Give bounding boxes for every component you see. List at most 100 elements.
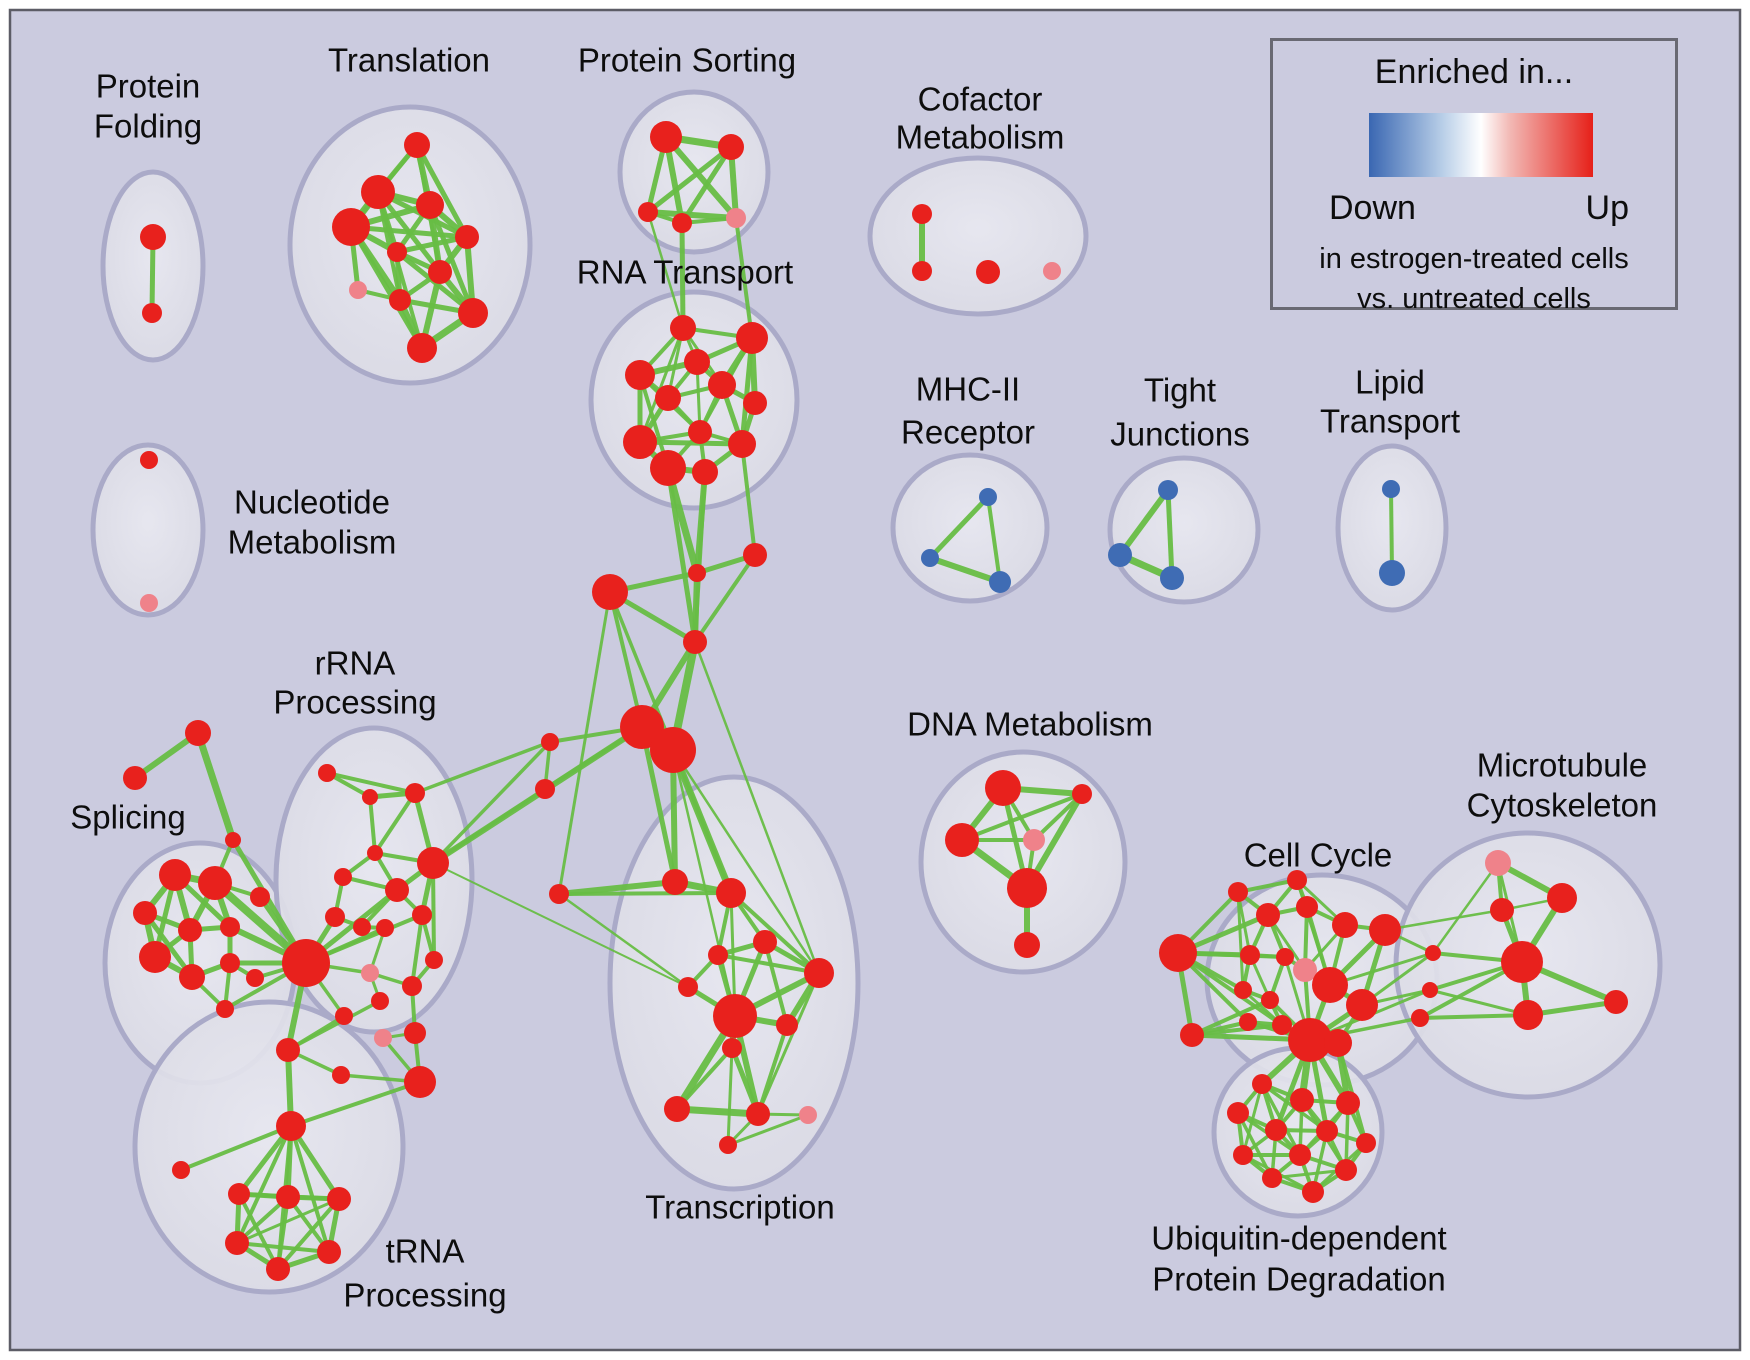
- network-edge-r10-m2[interactable]: [740, 443, 757, 556]
- network-edge-c2-rn6[interactable]: [289, 1125, 331, 1253]
- network-edge-mt9-mt5[interactable]: [1419, 1013, 1529, 1020]
- network-edge-mh1-mh2[interactable]: [928, 495, 990, 560]
- network-edge-td-te[interactable]: [717, 953, 820, 975]
- network-node-pf1[interactable]: [140, 224, 166, 250]
- network-node-cc12[interactable]: [1239, 1013, 1257, 1031]
- network-node-m1[interactable]: [688, 564, 706, 582]
- network-edge-th-tk[interactable]: [756, 1024, 789, 1115]
- network-edge-h2-te[interactable]: [671, 749, 821, 974]
- network-node-st3[interactable]: [225, 832, 241, 848]
- network-node-x5[interactable]: [335, 1007, 353, 1025]
- network-edge-r1-r9[interactable]: [638, 327, 685, 443]
- network-node-t2[interactable]: [361, 175, 395, 209]
- network-node-q1[interactable]: [318, 764, 336, 782]
- network-node-r8[interactable]: [688, 420, 712, 444]
- network-node-t4[interactable]: [332, 208, 370, 246]
- network-node-q2[interactable]: [362, 789, 378, 805]
- network-edge-ti-tt1[interactable]: [675, 1046, 734, 1111]
- network-edge-q5-x2[interactable]: [431, 862, 436, 961]
- network-node-r9[interactable]: [623, 425, 657, 459]
- network-node-c2[interactable]: [276, 1111, 306, 1141]
- network-node-u8[interactable]: [1233, 1145, 1253, 1165]
- network-node-u6[interactable]: [1316, 1120, 1338, 1142]
- network-edge-tj1-tj3[interactable]: [1165, 489, 1175, 579]
- network-node-mt5[interactable]: [1513, 1000, 1543, 1030]
- network-node-cf4[interactable]: [1043, 262, 1061, 280]
- network-node-tm[interactable]: [719, 1136, 737, 1154]
- network-edge-tm-tl[interactable]: [727, 1113, 809, 1147]
- network-node-cc14[interactable]: [1288, 1018, 1332, 1062]
- network-node-rn2[interactable]: [276, 1185, 300, 1209]
- network-node-cc6[interactable]: [1276, 948, 1294, 966]
- network-node-tj3[interactable]: [1160, 566, 1184, 590]
- network-node-t1[interactable]: [404, 132, 430, 158]
- network-node-qp[interactable]: [361, 964, 379, 982]
- network-node-r2[interactable]: [736, 322, 768, 354]
- network-node-x6[interactable]: [332, 1066, 350, 1084]
- network-edge-r9-r10[interactable]: [639, 439, 743, 447]
- network-node-cco2[interactable]: [1180, 1023, 1204, 1047]
- network-node-u12[interactable]: [1302, 1181, 1324, 1203]
- network-node-q6[interactable]: [334, 868, 352, 886]
- network-node-h1[interactable]: [620, 705, 664, 749]
- network-edge-ps5-r2[interactable]: [734, 217, 754, 339]
- network-edge-tt1-tk[interactable]: [676, 1105, 759, 1118]
- network-edge-mh1-mh3[interactable]: [986, 496, 1002, 583]
- network-node-tc[interactable]: [753, 930, 777, 954]
- network-node-t3[interactable]: [416, 191, 444, 219]
- network-node-x1[interactable]: [402, 976, 422, 996]
- network-node-ta[interactable]: [662, 869, 688, 895]
- network-edge-u1-u9[interactable]: [1260, 1083, 1302, 1156]
- network-node-c3[interactable]: [172, 1161, 190, 1179]
- network-node-s5[interactable]: [220, 917, 240, 937]
- network-node-cc4[interactable]: [1369, 914, 1401, 946]
- network-node-r1[interactable]: [670, 315, 696, 341]
- network-node-mt4[interactable]: [1501, 941, 1543, 983]
- network-node-s6[interactable]: [250, 887, 270, 907]
- network-edge-ps3-r1[interactable]: [646, 211, 685, 329]
- network-node-cc17[interactable]: [1287, 870, 1307, 890]
- network-node-t9[interactable]: [389, 289, 411, 311]
- network-node-tf[interactable]: [678, 977, 698, 997]
- network-node-r10[interactable]: [728, 430, 756, 458]
- network-node-r7[interactable]: [743, 391, 767, 415]
- network-node-cco1[interactable]: [1159, 934, 1197, 972]
- network-edge-ps1-ps5[interactable]: [663, 135, 739, 220]
- network-edge-m4-te[interactable]: [693, 641, 821, 974]
- network-edge-h1-ta[interactable]: [639, 726, 678, 883]
- network-node-st1[interactable]: [185, 720, 211, 746]
- network-node-d3[interactable]: [945, 823, 979, 857]
- network-node-m5[interactable]: [541, 733, 559, 751]
- network-node-t11[interactable]: [407, 333, 437, 363]
- network-edge-cco2-cc10[interactable]: [1191, 998, 1271, 1037]
- network-edge-te-tk[interactable]: [756, 972, 821, 1115]
- network-node-cc15[interactable]: [1324, 1029, 1352, 1057]
- network-node-rn1[interactable]: [228, 1183, 250, 1205]
- network-edge-ti-tm[interactable]: [726, 1047, 734, 1146]
- network-node-u1[interactable]: [1252, 1074, 1272, 1094]
- network-node-t6[interactable]: [387, 242, 407, 262]
- network-node-r6[interactable]: [708, 371, 736, 399]
- network-edge-tb-te[interactable]: [729, 891, 821, 975]
- network-node-u3[interactable]: [1336, 1091, 1360, 1115]
- network-edge-rn2-rn5[interactable]: [276, 1196, 290, 1270]
- network-edge-mh2-mh3[interactable]: [929, 555, 1001, 585]
- network-node-u2[interactable]: [1290, 1088, 1314, 1112]
- network-node-s1[interactable]: [159, 859, 191, 891]
- network-edge-tc-th[interactable]: [763, 941, 789, 1026]
- network-edge-c2-c3[interactable]: [180, 1124, 292, 1172]
- network-node-th[interactable]: [776, 1014, 798, 1036]
- network-node-tj2[interactable]: [1108, 543, 1132, 567]
- network-edge-ps3-ps5[interactable]: [647, 209, 737, 221]
- network-edge-r11-m4[interactable]: [665, 467, 698, 643]
- network-edge-q1-q3[interactable]: [326, 771, 416, 795]
- network-edge-m5-q5[interactable]: [431, 740, 552, 865]
- network-node-m6[interactable]: [535, 779, 555, 799]
- network-node-x7[interactable]: [404, 1066, 436, 1098]
- network-node-cc3[interactable]: [1332, 912, 1358, 938]
- network-node-d1[interactable]: [985, 770, 1021, 806]
- network-node-s2[interactable]: [198, 866, 232, 900]
- network-node-td[interactable]: [708, 945, 728, 965]
- network-edge-c2-rn4[interactable]: [235, 1125, 293, 1244]
- network-node-tg[interactable]: [713, 994, 757, 1038]
